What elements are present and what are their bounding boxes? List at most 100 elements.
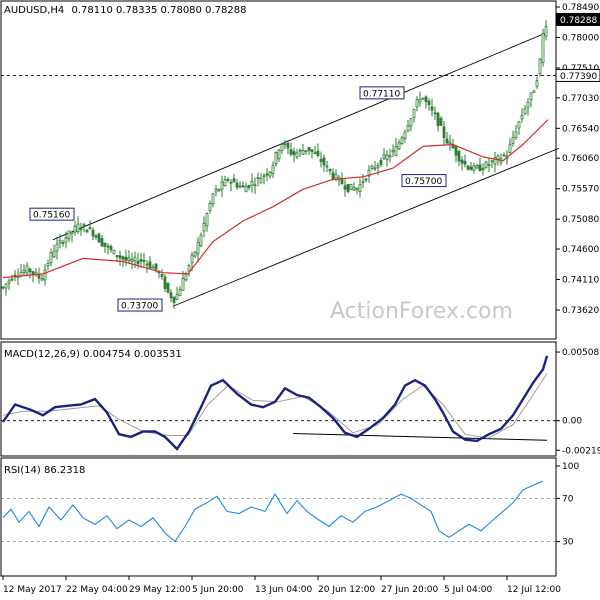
candle-body [223, 179, 227, 187]
candle-body [205, 213, 209, 227]
candle-body [520, 114, 524, 120]
candle-body [190, 254, 194, 264]
candle-body [304, 150, 308, 153]
macd-tick-label: -0.002194 [562, 446, 600, 456]
candle-body [325, 165, 329, 168]
candle-body [262, 175, 266, 178]
candle-body [184, 274, 188, 281]
candle-body [277, 149, 281, 160]
candle-body [433, 112, 437, 115]
macd-axis: 0.005085 0.00 -0.002194 [556, 348, 600, 456]
candle-body [250, 181, 254, 186]
candle-body [241, 185, 245, 188]
candle-body [100, 238, 104, 247]
candle-body [268, 171, 272, 177]
last-price-label-box [555, 12, 600, 26]
candle-body [466, 165, 470, 170]
candle-body [298, 149, 302, 152]
candle-body [28, 268, 32, 273]
candle-body [307, 146, 311, 151]
candle-body [4, 283, 8, 289]
candle-body [364, 178, 368, 181]
price-tick-label: 0.75080 [562, 215, 599, 225]
candle-body [472, 165, 476, 171]
candle-body [118, 255, 122, 259]
annotation-box [359, 86, 405, 100]
last-price-label: 0.78288 [560, 16, 597, 26]
candle-body [259, 178, 263, 184]
candle-body [439, 117, 443, 126]
candle-body [430, 106, 434, 111]
candle-body [10, 278, 14, 281]
candle-body [79, 228, 83, 231]
price-annotations: 0.75160 0.73700 0.77110 0.75700 [29, 86, 447, 312]
candle-body [421, 97, 425, 100]
time-tick-label: 20 Jun 12:00 [318, 585, 375, 595]
candle-body [226, 179, 230, 181]
candle-body [445, 138, 449, 144]
price-tick-label: 0.78490 [562, 3, 599, 13]
macd-tick-label: 0.00 [562, 417, 582, 427]
candle-body [151, 266, 155, 269]
price-axis-labels: 0.77390 0.78288 [555, 12, 600, 82]
candle-body [427, 100, 431, 106]
candle-body [400, 137, 404, 144]
candle-body [202, 222, 206, 232]
candle-body [97, 233, 101, 243]
candle-body [355, 187, 359, 191]
time-tick-label: 5 Jul 04:00 [444, 585, 493, 595]
candle-body [154, 263, 158, 270]
rsi-tick-label: 30 [562, 538, 574, 548]
price-tick-label: 0.78000 [562, 33, 599, 43]
price-axis: 0.784900.780000.775100.770300.765400.760… [556, 3, 599, 316]
candle-body [76, 223, 80, 233]
candle-body [301, 150, 305, 155]
candle-body [265, 173, 269, 176]
candle-body [535, 80, 539, 87]
candle-body [418, 99, 422, 103]
candle-body [25, 265, 29, 274]
rsi-panel-title: RSI(14) 86.2318 [4, 465, 85, 476]
candle-body [454, 146, 458, 156]
candle-body [163, 276, 167, 289]
candle-body [424, 96, 428, 102]
candle-body [217, 188, 221, 191]
candle-body [43, 269, 47, 281]
candle-body [484, 161, 488, 168]
level-label-box [555, 68, 600, 82]
candle-body [220, 181, 224, 190]
price-channel [52, 32, 560, 307]
candle-body [415, 99, 419, 108]
candle-body [397, 142, 401, 150]
candle-body [544, 26, 548, 37]
candle-body [310, 149, 314, 153]
candle-body [112, 249, 116, 255]
candle-body [442, 126, 446, 138]
annotation-label: 0.75160 [33, 211, 70, 221]
candle-body [352, 187, 356, 191]
macd-support-line [292, 433, 548, 441]
candle-body [175, 294, 179, 300]
time-tick-label: 5 Jun 20:00 [192, 585, 244, 595]
candle-body [487, 164, 491, 166]
candle-body [385, 154, 389, 161]
candle-body [271, 165, 275, 174]
candle-body [91, 229, 95, 237]
annotation-label: 0.77110 [363, 89, 400, 99]
time-tick-label: 22 May 04:00 [66, 585, 128, 595]
candle-body [274, 151, 278, 165]
candle-body [235, 182, 239, 188]
candle-body [70, 231, 74, 235]
candle-body [328, 168, 332, 172]
candle-body [283, 143, 287, 146]
candle-body [517, 121, 521, 129]
candle-body [532, 90, 536, 93]
candle-body [361, 181, 365, 184]
candle-body [232, 178, 236, 183]
ohlc-values: 0.78110 0.78335 0.78080 0.78288 [71, 5, 246, 16]
candle-body [481, 167, 485, 171]
candle-body [379, 159, 383, 165]
candle-body [412, 108, 416, 118]
candle-body [316, 151, 320, 156]
